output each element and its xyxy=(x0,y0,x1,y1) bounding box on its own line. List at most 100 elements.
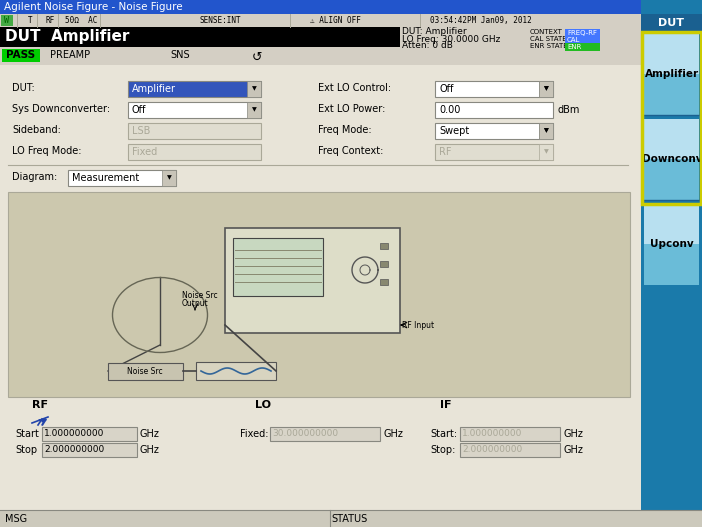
Text: ▼: ▼ xyxy=(543,86,548,92)
Text: LO: LO xyxy=(255,400,271,410)
Text: Sideband:: Sideband: xyxy=(12,125,61,135)
Bar xyxy=(539,81,553,97)
Bar xyxy=(435,102,553,118)
Bar xyxy=(247,102,261,118)
Text: DUT  Amplifier: DUT Amplifier xyxy=(5,30,129,44)
Bar xyxy=(565,29,600,37)
Text: DUT: DUT xyxy=(658,18,684,28)
Text: ↺: ↺ xyxy=(252,51,263,63)
Text: ENR STATE: ENR STATE xyxy=(530,43,568,49)
Bar xyxy=(565,36,600,44)
Bar xyxy=(0,510,702,527)
Bar xyxy=(128,123,261,139)
Text: 1.000000000: 1.000000000 xyxy=(462,430,522,438)
Text: ⚠ ALIGN OFF: ⚠ ALIGN OFF xyxy=(310,16,361,25)
Text: DUT:: DUT: xyxy=(12,83,35,93)
Bar xyxy=(539,144,553,160)
Bar xyxy=(1,15,13,26)
Bar xyxy=(128,144,261,160)
Text: ▼: ▼ xyxy=(251,86,256,92)
Bar xyxy=(641,14,702,32)
Bar xyxy=(0,14,641,27)
Text: ▼: ▼ xyxy=(251,108,256,112)
Bar xyxy=(644,244,699,285)
Text: ▼: ▼ xyxy=(166,175,171,181)
Bar xyxy=(68,170,176,186)
Text: Downconv: Downconv xyxy=(642,154,702,164)
Bar xyxy=(0,47,641,65)
Text: Freq Context:: Freq Context: xyxy=(318,146,383,156)
Text: Noise Src: Noise Src xyxy=(182,290,218,299)
Bar xyxy=(539,81,553,97)
Bar xyxy=(644,74,699,115)
Bar xyxy=(0,27,400,47)
Bar xyxy=(435,144,553,160)
Text: PREAMP: PREAMP xyxy=(50,51,90,61)
Text: Stop:: Stop: xyxy=(430,445,456,455)
Text: Measurement: Measurement xyxy=(72,173,139,183)
Text: Fixed: Fixed xyxy=(132,147,157,157)
Text: dBm: dBm xyxy=(557,105,579,115)
Text: RF: RF xyxy=(439,147,451,157)
Bar xyxy=(400,27,641,47)
Bar xyxy=(128,81,261,97)
Bar xyxy=(565,43,600,51)
Text: Freq Mode:: Freq Mode: xyxy=(318,125,371,135)
Text: RF Input: RF Input xyxy=(402,320,434,329)
Bar xyxy=(460,443,560,457)
Text: GHz: GHz xyxy=(140,445,160,455)
Text: Ext LO Control:: Ext LO Control: xyxy=(318,83,391,93)
Text: Start: Start xyxy=(15,429,39,439)
Text: Off: Off xyxy=(132,105,147,115)
Bar xyxy=(380,279,388,285)
Text: Amplifier: Amplifier xyxy=(132,84,176,94)
Text: CAL: CAL xyxy=(567,37,581,43)
Text: Swept: Swept xyxy=(439,126,469,136)
Text: Fixed:: Fixed: xyxy=(240,429,268,439)
Bar xyxy=(270,427,380,441)
Bar xyxy=(380,261,388,267)
Text: ENR: ENR xyxy=(567,44,581,50)
Bar xyxy=(460,427,560,441)
Text: IF: IF xyxy=(440,400,451,410)
Text: Output: Output xyxy=(182,298,208,307)
Text: GHz: GHz xyxy=(383,429,403,439)
Text: 2.000000000: 2.000000000 xyxy=(462,445,522,454)
Text: 1.000000000: 1.000000000 xyxy=(44,430,105,438)
Text: T: T xyxy=(28,16,32,25)
Text: ▼: ▼ xyxy=(543,129,548,133)
Text: Atten: 0 dB: Atten: 0 dB xyxy=(402,42,453,51)
Bar xyxy=(0,0,702,14)
Bar xyxy=(233,238,323,296)
Text: 30.000000000: 30.000000000 xyxy=(272,430,338,438)
Bar xyxy=(0,65,641,512)
Bar xyxy=(539,123,553,139)
Text: ▼: ▼ xyxy=(543,150,548,154)
Text: GHz: GHz xyxy=(563,429,583,439)
Text: 2.000000000: 2.000000000 xyxy=(44,445,105,454)
Text: Upconv: Upconv xyxy=(650,239,694,249)
Bar xyxy=(42,443,137,457)
Text: ▼: ▼ xyxy=(543,129,548,133)
Bar xyxy=(108,363,183,380)
Bar xyxy=(435,123,553,139)
Text: Stop: Stop xyxy=(15,445,37,455)
Bar xyxy=(539,123,553,139)
Text: 50Ω  AC: 50Ω AC xyxy=(65,16,98,25)
Text: CAL STATE: CAL STATE xyxy=(530,36,567,42)
Bar xyxy=(380,243,388,249)
Text: Sys Downconverter:: Sys Downconverter: xyxy=(12,104,110,114)
Text: LO Freq Mode:: LO Freq Mode: xyxy=(12,146,81,156)
Text: Agilent Noise Figure - Noise Figure: Agilent Noise Figure - Noise Figure xyxy=(4,2,183,12)
Text: RF: RF xyxy=(46,16,55,25)
Bar xyxy=(644,204,699,245)
Text: PASS: PASS xyxy=(6,51,36,61)
Text: Start:: Start: xyxy=(430,429,457,439)
Bar xyxy=(644,119,699,160)
Bar xyxy=(642,32,701,204)
Text: 03:54:42PM Jan09, 2012: 03:54:42PM Jan09, 2012 xyxy=(430,16,531,25)
Text: Diagram:: Diagram: xyxy=(12,172,58,182)
Text: CONTEXT: CONTEXT xyxy=(530,29,563,35)
Bar xyxy=(644,159,699,200)
Bar xyxy=(42,427,137,441)
